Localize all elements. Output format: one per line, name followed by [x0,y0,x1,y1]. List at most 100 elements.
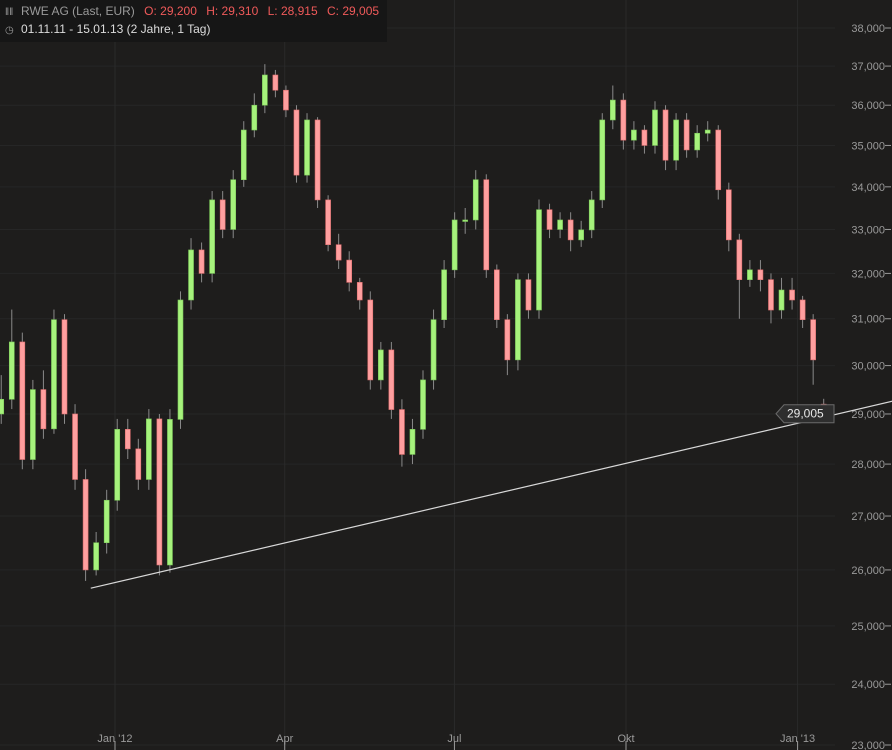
grid [114,0,799,750]
high-value: H: 29,310 [206,4,259,18]
candle [198,242,205,283]
candle-body-down [346,259,353,283]
candle [8,309,15,410]
candle-body-up [103,499,110,544]
candle-body-up [230,179,237,230]
candle-body-up [409,429,416,455]
candle [378,341,384,390]
candle [103,489,110,554]
y-tick-label: 32,000 [851,268,885,280]
candle-body-up [704,129,711,134]
candle [726,182,732,252]
x-tick-label: Apr [276,733,293,745]
trendline[interactable] [90,400,892,589]
candle-body-down [388,349,395,410]
candle [82,469,89,581]
candle [494,264,500,328]
candle-body-up [652,109,658,146]
candle [610,85,616,130]
last-price-marker: 29,005 [775,404,835,424]
candle [325,195,331,252]
candle-body-down [198,249,205,274]
candle-body-down [82,479,89,571]
candle-body-down [483,179,490,271]
candle [673,113,679,171]
candle-body-up [673,119,679,161]
open-value: O: 29,200 [144,4,197,18]
y-tick-label: 37,000 [851,61,885,73]
candle-body-up [146,418,152,480]
candle [114,418,121,511]
y-tick-label: 38,000 [851,23,885,35]
candle-body-down [293,109,300,176]
y-tick-label: 36,000 [851,100,885,112]
candle [409,418,416,465]
candle-body-down [810,319,816,361]
candle [525,273,532,319]
candle-body-down [726,189,732,241]
candle-body-down [736,239,743,280]
x-tick-label: Jan '12 [97,733,132,745]
candle-body-up [30,389,36,460]
candle [72,404,78,490]
candle [262,64,268,114]
candle-body-down [768,279,774,311]
candle-body-down [757,269,764,280]
candle-body-up [240,129,247,181]
candle [599,113,606,208]
candle-body-up [588,199,595,231]
candle-body-down [799,299,806,320]
candle [641,125,648,154]
candle [124,418,131,460]
candle-body-up [462,219,468,222]
candle [61,314,68,424]
candle-body-down [135,448,142,480]
candle [367,291,374,390]
candle [620,93,627,150]
y-tick-label: 31,000 [851,314,885,326]
candle-body-down [504,319,511,361]
candle-body-down [40,389,47,430]
candle [219,191,226,239]
candle [715,125,722,200]
candle-body-down [61,319,68,415]
y-axis: 23,000 24,000 25,000 26,000 27,000 28,000 29,0… [851,23,891,750]
candle-body-down [546,209,553,230]
candle [567,212,574,252]
candle-body-down [325,199,331,245]
candle-body-up [0,398,5,415]
candle [40,370,47,439]
candle-body-up [610,99,616,121]
y-tick-label: 33,000 [851,224,885,236]
candle [399,399,405,467]
candle [810,314,816,385]
candle-body-down [789,289,795,301]
candle-body-down [272,74,279,91]
candle [778,277,785,319]
candle [504,314,511,376]
candle [736,233,743,319]
y-tick-label: 29,000 [851,409,885,421]
x-tick-label: Okt [617,733,634,745]
candle-body-up [251,104,258,131]
candle-body-down [219,199,226,230]
candle-body-up [451,219,458,271]
candle-body-up [441,269,447,320]
candle-body-up [51,319,57,430]
last-price-label: 29,005 [787,407,824,421]
candlestick-icon: ‖‖ [5,7,14,18]
candle-body-down [715,129,722,191]
x-tick-label: Jan '13 [780,733,815,745]
candle-body-down [283,89,289,111]
candle-body-up [188,249,194,301]
candle [441,260,447,328]
candle [188,238,194,310]
candle-body-up [262,74,268,106]
y-tick-label: 25,000 [851,621,885,633]
candle [230,170,237,239]
candle [146,409,152,490]
candle [283,85,289,118]
candle [240,121,247,187]
candle-body-up [536,209,542,311]
